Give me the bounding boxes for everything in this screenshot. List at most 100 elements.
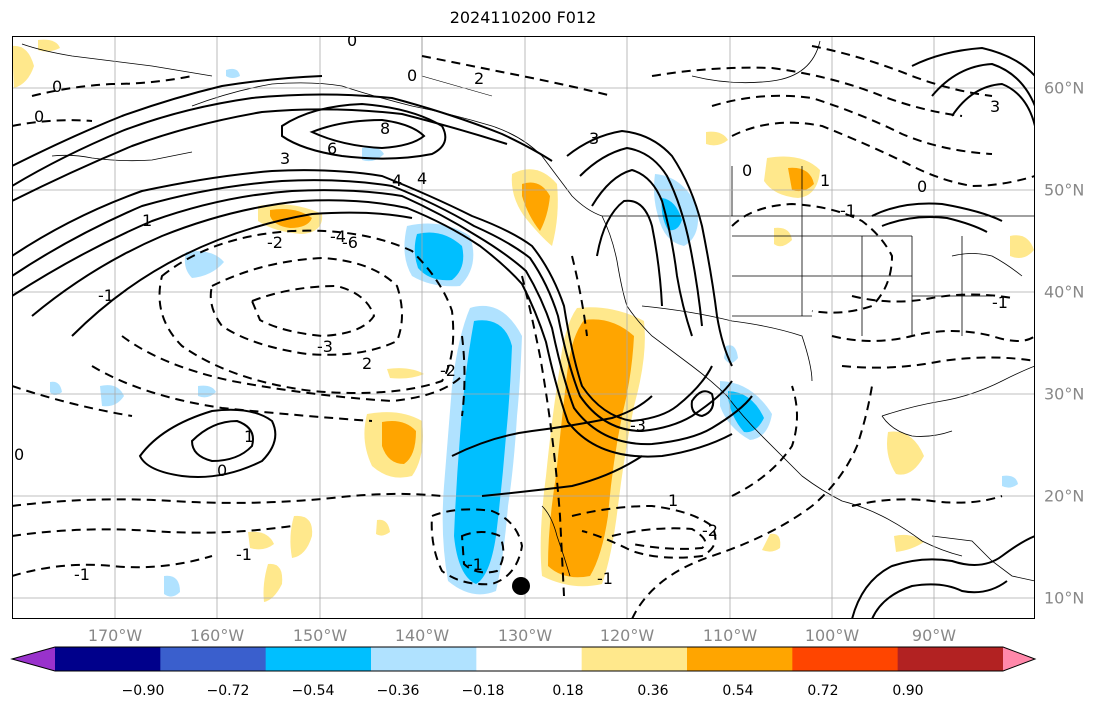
lon-label: 140°W [394, 626, 450, 645]
shaded-areas [12, 39, 1034, 602]
colorbar-swatch [1003, 647, 1035, 671]
contour-label: -2 [267, 233, 283, 252]
map-frame [12, 36, 1035, 619]
colorbar-tick-label: −0.90 [121, 683, 165, 699]
contour-label: 8 [380, 119, 390, 138]
colorbar-swatch [897, 647, 1004, 671]
contour-label: 0 [34, 107, 44, 126]
lon-label: 160°W [189, 626, 245, 645]
colorbar-swatch [792, 647, 899, 671]
colorbar-tick-label: −0.18 [461, 683, 505, 699]
positive-area [290, 515, 313, 558]
contour-label: 3 [990, 97, 1000, 116]
contour-label: -1 [992, 293, 1008, 312]
contour-label: 0 [14, 445, 24, 464]
map-canvas: 0 0 0 0 2 2 -2 -3 -2 4 6 8 3 4 -4 -6 3 0… [12, 36, 1035, 619]
colorbar-tick-label: 0.72 [807, 683, 839, 699]
contour-label: 0 [217, 461, 227, 480]
positive-area [774, 227, 792, 247]
lat-label: 30°N [1044, 384, 1085, 404]
contour-label: -2 [702, 521, 718, 540]
colorbar-tick-label: 0.90 [892, 683, 924, 699]
lat-label: 40°N [1044, 282, 1085, 302]
lon-label: 130°W [497, 626, 553, 645]
dashed-contours [12, 45, 1035, 619]
contour-label: -1 [74, 565, 90, 584]
lat-label: 10°N [1044, 588, 1085, 608]
positive-area [382, 421, 416, 464]
negative-area [50, 381, 62, 395]
colorbar-swatch [265, 647, 372, 671]
contour-label: 2 [474, 69, 484, 88]
contour-label: 1 [668, 491, 678, 510]
contour-label: 1 [244, 427, 254, 446]
negative-area [100, 385, 124, 407]
contour-label: 4 [417, 169, 427, 188]
colorbar-tick-label: −0.54 [291, 683, 335, 699]
negative-area [724, 345, 738, 363]
lon-label: 90°W [911, 626, 957, 645]
contour-label: 0 [347, 36, 357, 50]
positive-area [548, 319, 634, 578]
colorbar-tick-label: −0.36 [376, 683, 420, 699]
contour-label: 3 [589, 129, 599, 148]
contour-label: 0 [917, 177, 927, 196]
contour-label: -1 [98, 286, 114, 305]
lat-label: 20°N [1044, 486, 1085, 506]
contour-label: -1 [467, 555, 483, 574]
positive-area [263, 563, 283, 602]
contour-label: -1 [597, 569, 613, 588]
contour-label: -3 [317, 337, 333, 356]
contour-label: 0 [742, 161, 752, 180]
contour-label: 2 [362, 354, 372, 373]
lon-label: 170°W [87, 626, 143, 645]
lat-label: 60°N [1044, 78, 1085, 98]
contour-label: 0 [52, 77, 62, 96]
contour-label: -4 [330, 227, 346, 246]
lon-label: 110°W [702, 626, 758, 645]
positive-area [887, 431, 924, 475]
contour-label: -6 [342, 233, 358, 252]
colorbar-swatch [55, 647, 161, 671]
colorbar-segments [12, 647, 1035, 671]
negative-area [198, 385, 216, 398]
contour-label: -3 [630, 416, 646, 435]
positive-area [38, 39, 60, 52]
graticule [12, 36, 1035, 619]
lon-label: 100°W [804, 626, 860, 645]
positive-area [387, 368, 424, 379]
positive-area [522, 182, 550, 231]
colorbar-tick-label: −0.72 [206, 683, 250, 699]
colorbar-swatch [476, 647, 583, 671]
colorbar-outline [10, 646, 1037, 672]
negative-area [226, 68, 240, 78]
lat-label: 50°N [1044, 180, 1085, 200]
positive-area [894, 534, 924, 552]
solid-contours [12, 46, 1035, 619]
negative-area [184, 251, 224, 278]
negative-area [454, 320, 512, 584]
colorbar-swatch [581, 647, 688, 671]
positive-area [788, 167, 814, 192]
positive-area [12, 45, 34, 88]
contour-label: 0 [407, 66, 417, 85]
positive-area [376, 519, 390, 536]
negative-area [728, 391, 764, 433]
negative-area [1002, 475, 1018, 488]
colorbar-swatch [160, 647, 267, 671]
colorbar [10, 646, 1037, 672]
contour-label: 6 [327, 139, 337, 158]
contour-label: 4 [392, 171, 402, 190]
colorbar-tick-label: 0.18 [552, 683, 584, 699]
colorbar-swatch [371, 647, 477, 671]
coastlines [21, 36, 1035, 582]
positive-area [248, 531, 274, 550]
contour-label: -1 [840, 201, 856, 220]
contour-label: -2 [440, 361, 456, 380]
colorbar-swatch [12, 647, 55, 671]
positive-area [706, 131, 728, 146]
marker [512, 577, 530, 595]
positive-area [1010, 235, 1034, 258]
lon-label: 150°W [292, 626, 348, 645]
colorbar-tick-label: 0.54 [722, 683, 754, 699]
